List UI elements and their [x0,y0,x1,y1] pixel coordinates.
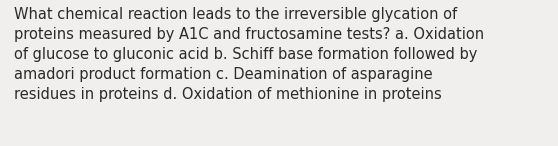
Text: What chemical reaction leads to the irreversible glycation of
proteins measured : What chemical reaction leads to the irre… [14,7,484,102]
